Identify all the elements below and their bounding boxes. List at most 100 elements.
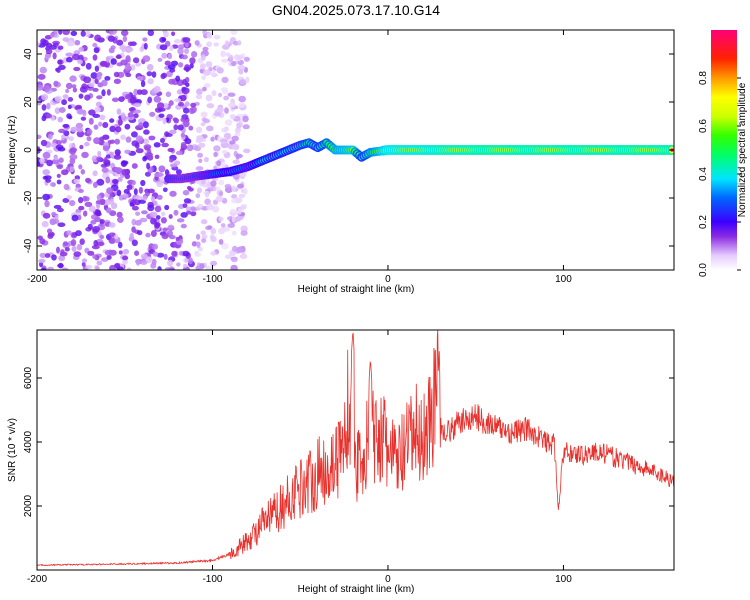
noise-blob	[135, 148, 144, 154]
noise-blob	[40, 267, 47, 270]
noise-blob	[230, 60, 237, 67]
noise-blob	[109, 125, 116, 133]
noise-blob	[57, 263, 64, 268]
spectrogram-y-ticks: -40 -20 0 20 40	[23, 48, 674, 253]
noise-blob	[92, 170, 98, 177]
noise-blob	[168, 78, 176, 85]
noise-blob	[236, 55, 244, 60]
colorbar-bar	[711, 30, 737, 270]
noise-blob	[225, 52, 231, 57]
noise-blob	[133, 188, 138, 196]
noise-blob	[96, 74, 102, 81]
noise-blob	[62, 241, 69, 246]
noise-blob	[94, 106, 101, 113]
noise-blob	[46, 102, 51, 110]
noise-blob	[114, 234, 119, 240]
noise-blob	[83, 210, 88, 217]
noise-blob	[204, 191, 210, 198]
snr-x-ticks: -200 -100 0 100	[27, 330, 572, 585]
noise-blob	[201, 234, 208, 240]
noise-blob	[243, 56, 250, 62]
noise-blob	[221, 149, 228, 154]
noise-blob	[130, 64, 136, 71]
noise-blob	[44, 175, 52, 180]
noise-blob	[68, 136, 74, 142]
noise-blob	[135, 195, 144, 200]
noise-blob	[210, 227, 217, 235]
noise-blob	[220, 50, 227, 58]
noise-blob	[101, 79, 108, 87]
noise-blob	[93, 47, 100, 54]
noise-blob	[93, 240, 98, 247]
noise-blob	[201, 219, 208, 225]
y-tick-label: 0	[23, 147, 34, 153]
noise-blob	[200, 54, 206, 61]
noise-blob	[190, 102, 197, 108]
noise-blob	[94, 65, 100, 72]
noise-blob	[85, 264, 93, 270]
noise-blob	[218, 191, 224, 197]
spectrogram-x-axis-label: Height of straight line (km)	[298, 284, 415, 295]
noise-blob	[176, 218, 185, 223]
noise-blob	[161, 142, 169, 148]
noise-blob	[56, 173, 61, 178]
noise-blob	[78, 164, 83, 170]
noise-blob	[134, 219, 142, 226]
noise-blob	[153, 85, 161, 93]
noise-blob	[224, 254, 232, 259]
noise-blob	[47, 133, 53, 140]
noise-blob	[142, 55, 151, 62]
noise-blob	[70, 126, 78, 133]
noise-blob	[109, 30, 117, 35]
noise-blob	[117, 241, 123, 249]
noise-blob	[75, 104, 82, 110]
noise-blob	[169, 190, 177, 197]
noise-blob	[88, 109, 96, 116]
noise-blob	[99, 61, 108, 66]
y-tick-label: 20	[23, 96, 34, 108]
y-tick-label: 40	[23, 48, 34, 60]
noise-blob	[124, 149, 131, 154]
noise-blob	[200, 111, 208, 118]
noise-blob	[238, 95, 246, 103]
noise-blob	[168, 100, 174, 106]
noise-blob	[71, 84, 77, 89]
noise-blob	[84, 94, 91, 101]
spectrogram-x-ticks: -200 -100 0 100	[27, 30, 572, 285]
noise-blob	[116, 189, 122, 197]
noise-blob	[46, 159, 53, 167]
noise-blob	[61, 267, 69, 270]
y-tick-label: 6000	[23, 366, 34, 389]
noise-blob	[230, 264, 238, 270]
y-tick-label: 2000	[23, 494, 34, 517]
noise-blob	[190, 211, 197, 217]
noise-blob	[167, 53, 173, 60]
noise-blob	[143, 42, 148, 50]
noise-blob	[142, 195, 148, 201]
noise-blob	[237, 208, 242, 215]
noise-blob	[235, 197, 243, 204]
noise-blob	[116, 39, 124, 46]
figure-title: GN04.2025.073.17.10.G14	[272, 2, 440, 18]
noise-blob	[86, 129, 93, 135]
noise-blob	[146, 71, 153, 77]
noise-blob	[60, 249, 65, 254]
y-tick-label: 4000	[23, 430, 34, 453]
noise-blob	[236, 122, 243, 128]
noise-blob	[39, 66, 47, 74]
noise-blob	[173, 39, 182, 44]
noise-blob	[58, 128, 66, 134]
noise-blob	[161, 233, 169, 240]
noise-blob	[97, 150, 102, 158]
noise-blob	[98, 121, 103, 127]
noise-blob	[117, 176, 123, 182]
noise-blob	[167, 259, 174, 267]
noise-blob	[221, 76, 229, 84]
noise-blob	[49, 142, 58, 148]
noise-blob	[237, 40, 242, 46]
noise-blob	[240, 225, 248, 233]
noise-blob	[142, 121, 149, 129]
noise-blob	[71, 53, 80, 61]
noise-blob	[111, 97, 119, 103]
noise-blob	[106, 187, 114, 195]
